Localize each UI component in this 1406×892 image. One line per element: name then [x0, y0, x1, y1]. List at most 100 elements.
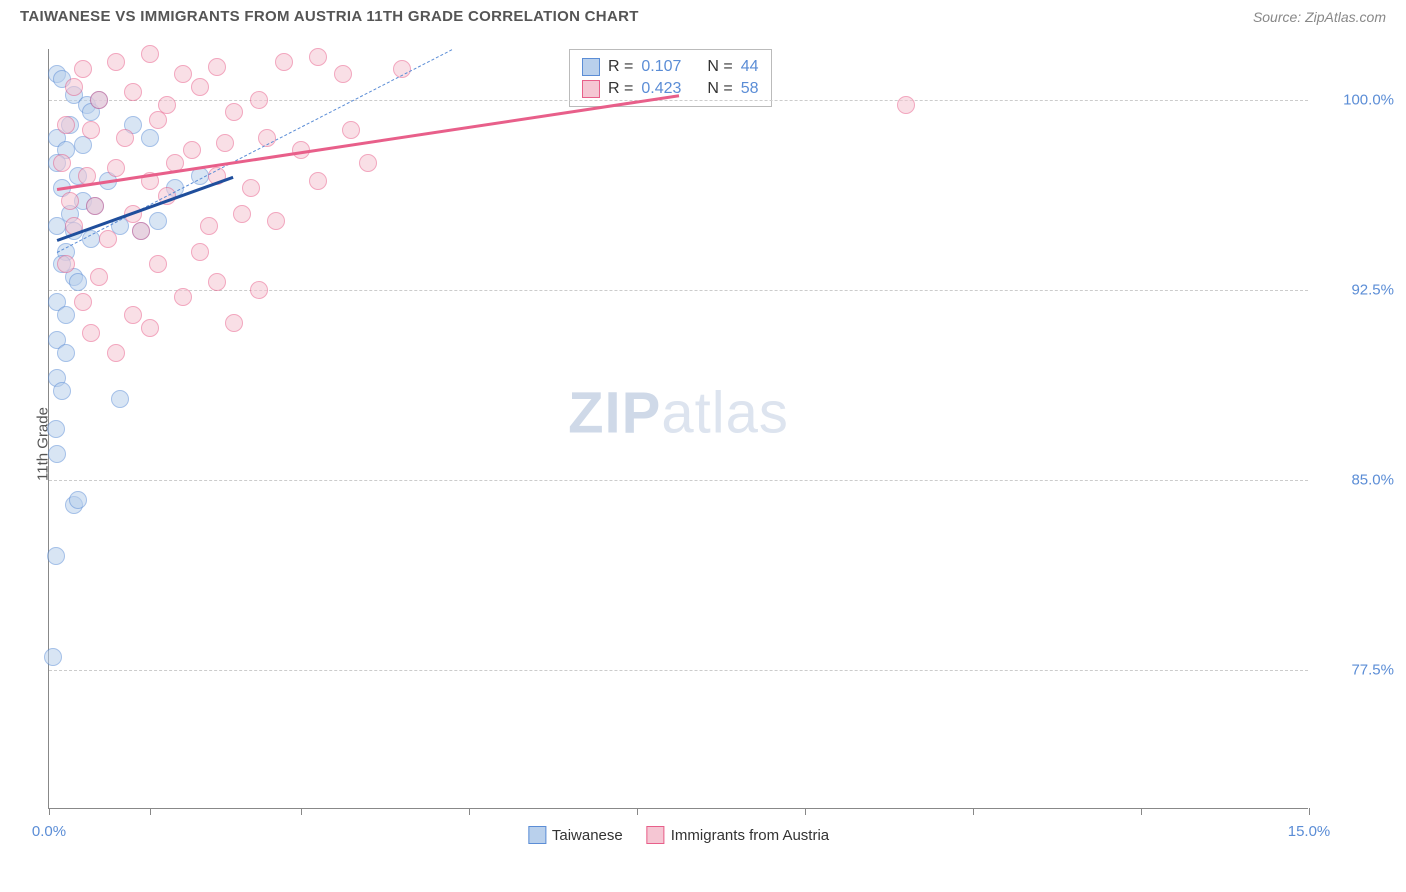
scatter-point [107, 53, 125, 71]
scatter-point [82, 324, 100, 342]
scatter-point [116, 129, 134, 147]
scatter-point [242, 179, 260, 197]
scatter-point [57, 344, 75, 362]
gridline [49, 670, 1308, 671]
watermark: ZIPatlas [568, 380, 789, 447]
scatter-point [69, 273, 87, 291]
y-tick-label: 85.0% [1351, 471, 1394, 488]
y-tick-label: 77.5% [1351, 661, 1394, 678]
legend-swatch [647, 826, 665, 844]
identity-line [57, 49, 452, 253]
scatter-point [90, 268, 108, 286]
scatter-point [44, 648, 62, 666]
legend-item: Taiwanese [528, 826, 623, 844]
chart-header: TAIWANESE VS IMMIGRANTS FROM AUSTRIA 11T… [0, 0, 1406, 29]
scatter-point [48, 445, 66, 463]
gridline [49, 100, 1308, 101]
scatter-point [250, 281, 268, 299]
scatter-point [174, 288, 192, 306]
legend-swatch [582, 58, 600, 76]
scatter-point [309, 172, 327, 190]
legend-label: Taiwanese [552, 827, 623, 844]
scatter-point [65, 78, 83, 96]
scatter-point [309, 48, 327, 66]
scatter-point [82, 230, 100, 248]
legend-swatch [582, 80, 600, 98]
scatter-point [90, 91, 108, 109]
scatter-point [149, 255, 167, 273]
scatter-point [233, 205, 251, 223]
scatter-point [342, 121, 360, 139]
chart-source: Source: ZipAtlas.com [1253, 9, 1386, 25]
scatter-point [897, 96, 915, 114]
x-tick [469, 808, 470, 815]
legend-N-value: 44 [741, 58, 759, 76]
scatter-point [48, 217, 66, 235]
scatter-point [250, 91, 268, 109]
x-tick [973, 808, 974, 815]
scatter-point [107, 344, 125, 362]
series-legend: Taiwanese Immigrants from Austria [528, 826, 829, 844]
plot-region: ZIPatlas R =0.107N =44R =0.423N =58 Taiw… [48, 49, 1308, 809]
legend-label: Immigrants from Austria [671, 827, 829, 844]
scatter-point [200, 217, 218, 235]
x-tick [150, 808, 151, 815]
legend-row: R =0.107N =44 [582, 56, 759, 78]
y-tick-label: 100.0% [1343, 91, 1394, 108]
legend-N-label: N = [707, 58, 732, 76]
scatter-point [149, 111, 167, 129]
scatter-point [183, 141, 201, 159]
chart-area: 11th Grade ZIPatlas R =0.107N =44R =0.42… [0, 29, 1406, 859]
scatter-point [61, 192, 79, 210]
scatter-point [69, 491, 87, 509]
scatter-point [47, 420, 65, 438]
scatter-point [275, 53, 293, 71]
scatter-point [225, 314, 243, 332]
scatter-point [57, 116, 75, 134]
scatter-point [359, 154, 377, 172]
correlation-legend: R =0.107N =44R =0.423N =58 [569, 49, 772, 107]
x-tick [637, 808, 638, 815]
scatter-point [208, 273, 226, 291]
scatter-point [57, 255, 75, 273]
scatter-point [99, 230, 117, 248]
scatter-point [267, 212, 285, 230]
scatter-point [174, 65, 192, 83]
scatter-point [111, 390, 129, 408]
x-tick [301, 808, 302, 815]
scatter-point [132, 222, 150, 240]
gridline [49, 290, 1308, 291]
scatter-point [82, 121, 100, 139]
scatter-point [149, 212, 167, 230]
scatter-point [216, 134, 234, 152]
scatter-point [141, 129, 159, 147]
scatter-point [124, 306, 142, 324]
scatter-point [53, 382, 71, 400]
scatter-point [124, 83, 142, 101]
gridline [49, 480, 1308, 481]
y-tick-label: 92.5% [1351, 281, 1394, 298]
x-tick-label: 0.0% [32, 823, 66, 840]
x-tick [1309, 808, 1310, 815]
scatter-point [53, 154, 71, 172]
legend-R-label: R = [608, 80, 633, 98]
scatter-point [74, 293, 92, 311]
x-tick [49, 808, 50, 815]
legend-item: Immigrants from Austria [647, 826, 829, 844]
x-tick [805, 808, 806, 815]
chart-title: TAIWANESE VS IMMIGRANTS FROM AUSTRIA 11T… [20, 8, 639, 25]
scatter-point [47, 547, 65, 565]
x-tick-label: 15.0% [1288, 823, 1331, 840]
scatter-point [107, 159, 125, 177]
scatter-point [74, 60, 92, 78]
scatter-point [191, 243, 209, 261]
scatter-point [86, 197, 104, 215]
legend-N-value: 58 [741, 80, 759, 98]
scatter-point [191, 78, 209, 96]
scatter-point [225, 103, 243, 121]
legend-R-label: R = [608, 58, 633, 76]
legend-N-label: N = [707, 80, 732, 98]
scatter-point [141, 319, 159, 337]
scatter-point [141, 45, 159, 63]
x-tick [1141, 808, 1142, 815]
